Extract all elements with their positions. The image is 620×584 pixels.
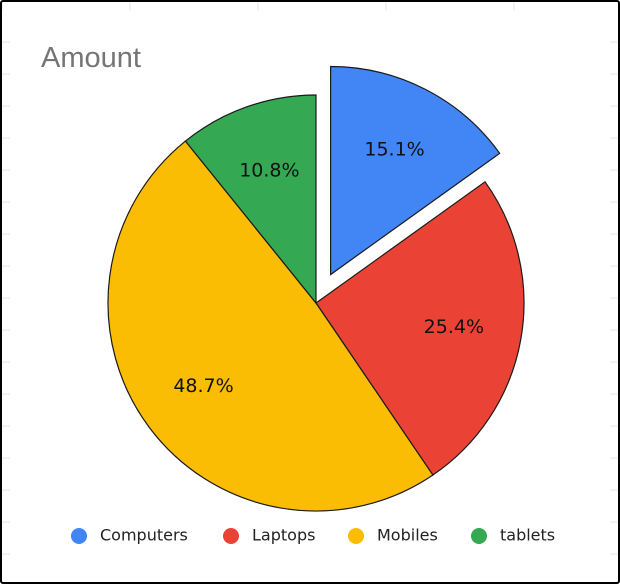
legend-label-computers: Computers bbox=[100, 526, 188, 545]
pie-slice-mobiles[interactable] bbox=[107, 140, 434, 512]
pie-slices bbox=[107, 65, 525, 512]
legend-swatch-tablets bbox=[471, 528, 487, 544]
legend-label-mobiles: Mobiles bbox=[377, 526, 438, 545]
legend-item-computers[interactable]: Computers bbox=[71, 526, 188, 545]
legend-item-tablets[interactable]: tablets bbox=[471, 526, 555, 545]
pie-labels: 15.1% 25.4% 48.7% 10.8% bbox=[173, 138, 484, 396]
legend-label-tablets: tablets bbox=[500, 526, 555, 545]
slice-label-computers: 15.1% bbox=[364, 138, 424, 160]
legend-swatch-laptops bbox=[223, 528, 239, 544]
slice-label-tablets: 10.8% bbox=[239, 159, 299, 181]
legend-item-laptops[interactable]: Laptops bbox=[223, 526, 315, 545]
slice-label-laptops: 25.4% bbox=[424, 316, 484, 338]
pie-slice-computers[interactable] bbox=[330, 65, 501, 276]
legend-label-laptops: Laptops bbox=[252, 526, 315, 545]
legend-swatch-computers bbox=[71, 528, 87, 544]
pie-slice-laptops[interactable] bbox=[315, 180, 525, 476]
legend: Computers Laptops Mobiles tablets bbox=[71, 526, 555, 545]
legend-swatch-mobiles bbox=[348, 528, 364, 544]
legend-item-mobiles[interactable]: Mobiles bbox=[348, 526, 438, 545]
slice-label-mobiles: 48.7% bbox=[173, 375, 233, 397]
pie-slice-tablets[interactable] bbox=[184, 94, 317, 305]
edge-ticks bbox=[2, 2, 618, 555]
chart-title: Amount bbox=[41, 42, 141, 74]
